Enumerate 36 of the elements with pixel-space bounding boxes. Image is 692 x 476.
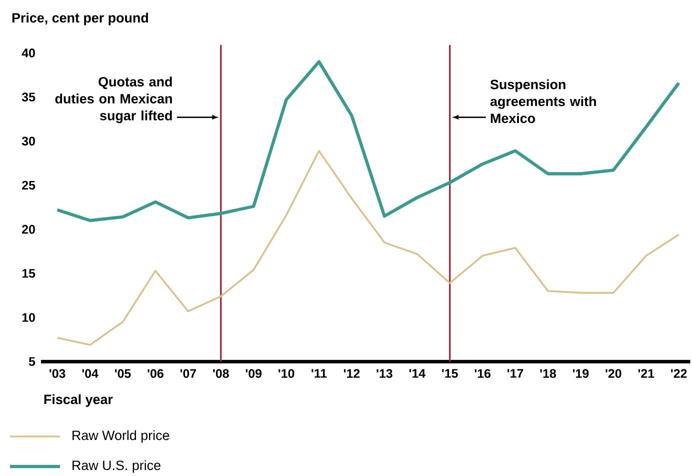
x-tick-label: '13 <box>376 368 392 378</box>
y-tick-label: 30 <box>22 136 35 146</box>
x-tick-label: '08 <box>213 368 229 378</box>
x-tick-label: '19 <box>572 368 589 378</box>
legend-label: Raw World price <box>72 430 170 443</box>
line-series <box>56 60 680 222</box>
annotation: Suspension agreements with Mexico <box>490 79 596 123</box>
annotation: Quotas and duties on Mexican sugar lifted <box>55 76 172 123</box>
x-tick-label: '17 <box>508 368 524 378</box>
x-tick-label: '06 <box>148 368 164 378</box>
x-tick-label: '14 <box>409 368 426 378</box>
y-tick-label: 15 <box>22 268 36 278</box>
x-axis-title: Fiscal year <box>44 394 113 407</box>
y-tick-label: 5 <box>28 357 36 366</box>
y-tick-label: 10 <box>22 312 35 322</box>
y-tick-label: 35 <box>22 92 36 102</box>
y-tick-label: 20 <box>22 224 35 234</box>
x-tick-label: '07 <box>180 368 196 378</box>
y-axis-title: Price, cent per pound <box>12 12 148 25</box>
x-tick-label: '18 <box>540 368 556 378</box>
x-tick-label: '05 <box>115 368 131 378</box>
x-tick-label: '22 <box>671 368 687 378</box>
x-tick-label: '11 <box>312 368 327 378</box>
y-tick-label: 40 <box>22 48 35 58</box>
x-tick-label: '15 <box>442 368 458 378</box>
x-tick-label: '12 <box>344 368 360 378</box>
x-tick-label: '10 <box>278 368 294 378</box>
x-tick-label: '03 <box>50 368 66 378</box>
x-tick-label: '16 <box>474 368 490 378</box>
x-tick-label: '09 <box>246 368 262 378</box>
line-series <box>56 150 680 346</box>
x-tick-label: '20 <box>606 368 622 378</box>
y-tick-label: 25 <box>22 180 36 190</box>
legend-label: Raw U.S. price <box>72 460 160 473</box>
x-tick-label: '21 <box>638 368 654 378</box>
x-tick-label: '04 <box>82 368 98 378</box>
